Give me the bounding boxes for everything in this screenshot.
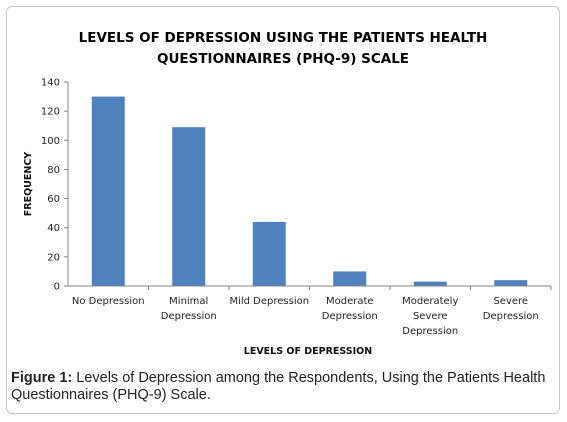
x-tick-label: Depression: [322, 311, 378, 322]
bar: [91, 96, 125, 286]
x-tick-label: Depression: [161, 311, 217, 322]
x-tick-label: Depression: [402, 326, 458, 337]
x-tick-label: No Depression: [72, 296, 145, 307]
bar-chart: LEVELS OF DEPRESSION USING THE PATIENTS …: [23, 30, 552, 357]
y-tick-label: 120: [41, 107, 60, 118]
y-tick-label: 140: [41, 78, 60, 89]
x-tick-label: Moderate: [326, 296, 374, 307]
y-tick-label: 80: [47, 165, 60, 176]
x-axis-title: LEVELS OF DEPRESSION: [244, 346, 372, 357]
y-tick-label: 100: [41, 136, 60, 147]
chart-title-line-2: QUESTIONNAIRES (PHQ-9) SCALE: [157, 51, 409, 67]
x-tick-label: Severe: [493, 296, 528, 307]
bar: [172, 127, 206, 287]
y-tick-label: 40: [47, 223, 60, 234]
bar: [413, 281, 447, 286]
bar: [494, 280, 528, 286]
y-tick-label: 20: [47, 252, 60, 263]
x-tick-label: Mild Depression: [229, 296, 309, 307]
caption-text: Levels of Depression among the Responden…: [11, 370, 546, 403]
x-tick-label: Severe: [413, 311, 448, 322]
caption-label: Figure 1:: [11, 370, 73, 386]
y-axis-title: FREQUENCY: [23, 152, 34, 216]
y-tick-label: 60: [47, 194, 60, 205]
x-tick-label: Minimal: [169, 296, 208, 307]
x-tick-label: Depression: [483, 311, 539, 322]
figure-caption: Figure 1: Levels of Depression among the…: [11, 370, 556, 404]
chart-title-line-1: LEVELS OF DEPRESSION USING THE PATIENTS …: [79, 30, 488, 46]
bar: [252, 221, 286, 286]
x-tick-label: Moderately: [402, 296, 458, 307]
y-tick-label: 0: [54, 282, 60, 293]
bar: [333, 271, 367, 286]
